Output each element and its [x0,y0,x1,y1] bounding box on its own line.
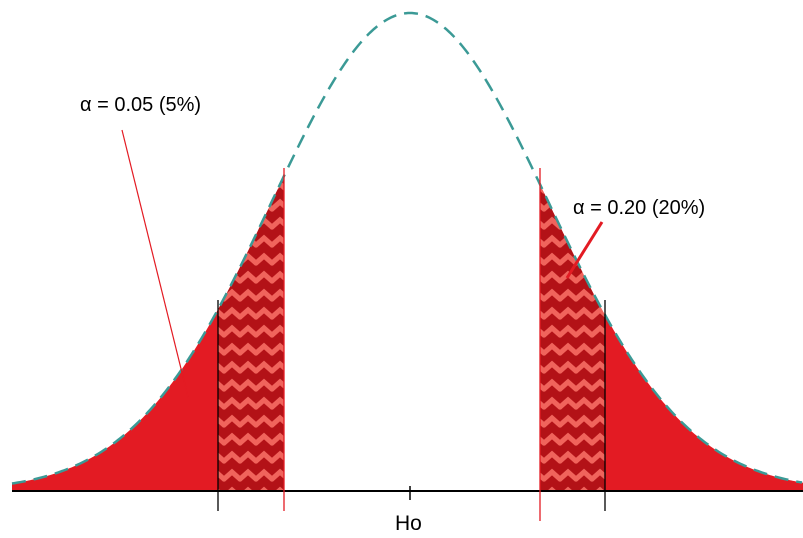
alpha-left-leader-line [121,129,189,398]
left-tail-outer-area [12,309,218,491]
ho-axis-label: Ho [395,512,422,535]
left-tail-inner-area [218,175,284,491]
alpha-right-leader-line [565,221,604,279]
alpha-right-label: α = 0.20 (20%) [573,197,705,219]
right-tail-inner-area [540,184,605,492]
alpha-left-label: α = 0.05 (5%) [80,94,201,116]
right-tail-outer-area [605,314,803,491]
normal-distribution-curve [11,11,803,485]
